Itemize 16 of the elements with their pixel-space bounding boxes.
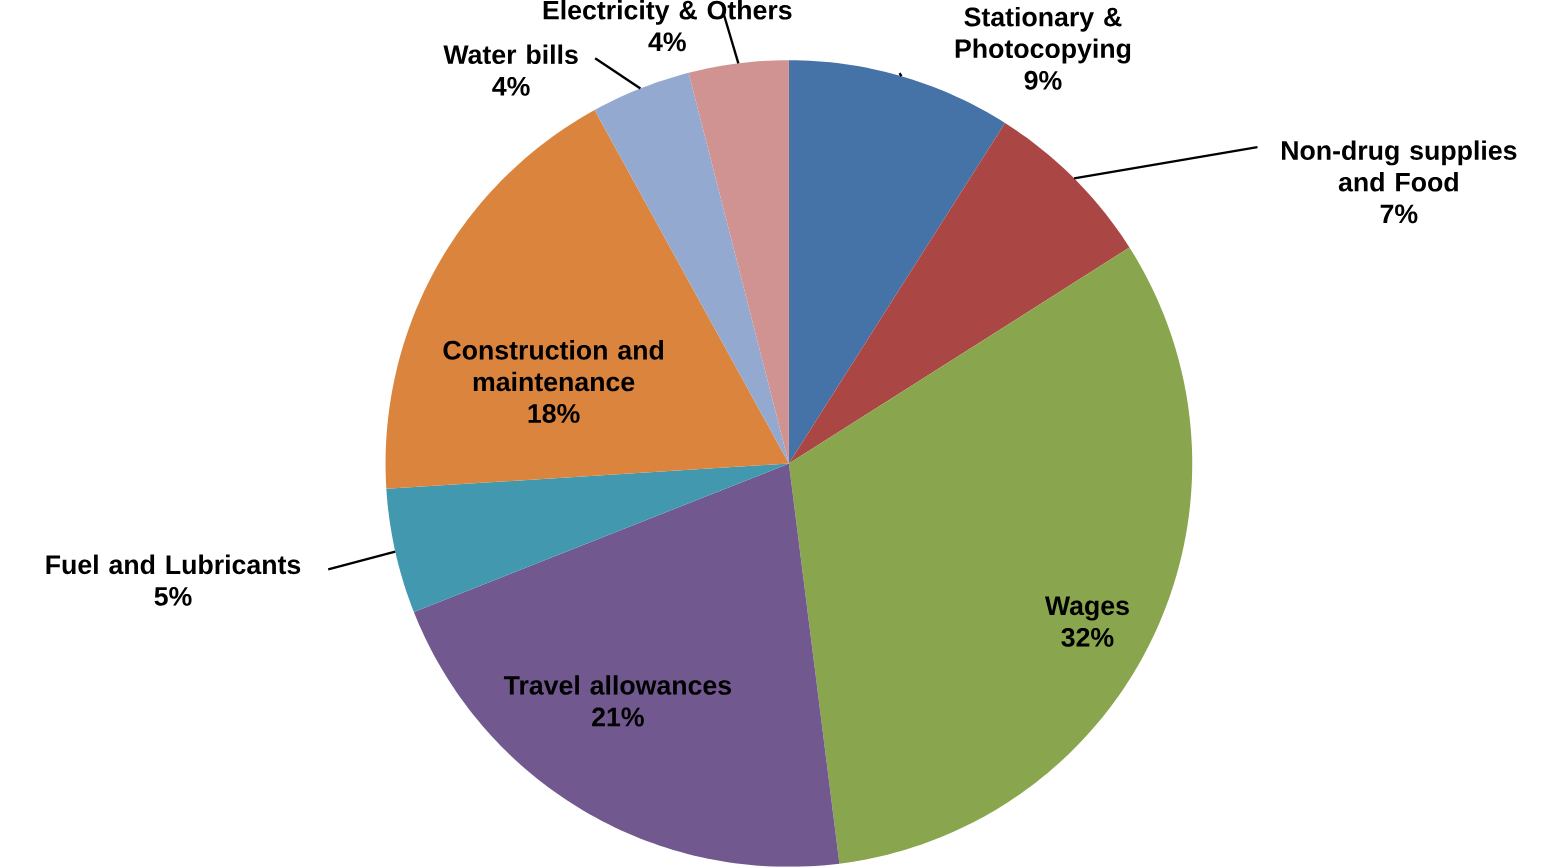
data-label: 18% xyxy=(528,404,580,423)
data-label: 7% xyxy=(1380,204,1418,224)
slice-label: Construction and maintenance xyxy=(443,340,664,392)
data-label: 21% xyxy=(592,707,644,727)
data-label: 32% xyxy=(1061,627,1114,647)
slice-label: Non-drug supplies and Food xyxy=(1282,140,1517,192)
slice-label: Stationary & Photocopying xyxy=(955,6,1131,64)
slice-label: Fuel and Lubricants xyxy=(46,554,301,575)
data-label: 5% xyxy=(154,587,192,606)
data-label: 4% xyxy=(492,76,530,96)
slice-label: Wages xyxy=(1044,596,1129,621)
data-label: 4% xyxy=(648,32,686,52)
data-label: 9% xyxy=(1024,70,1062,90)
slice-label: Water bills xyxy=(443,44,578,65)
slice-label: Travel allowances xyxy=(503,675,732,695)
slice-label: Electricity & Others xyxy=(543,0,792,25)
